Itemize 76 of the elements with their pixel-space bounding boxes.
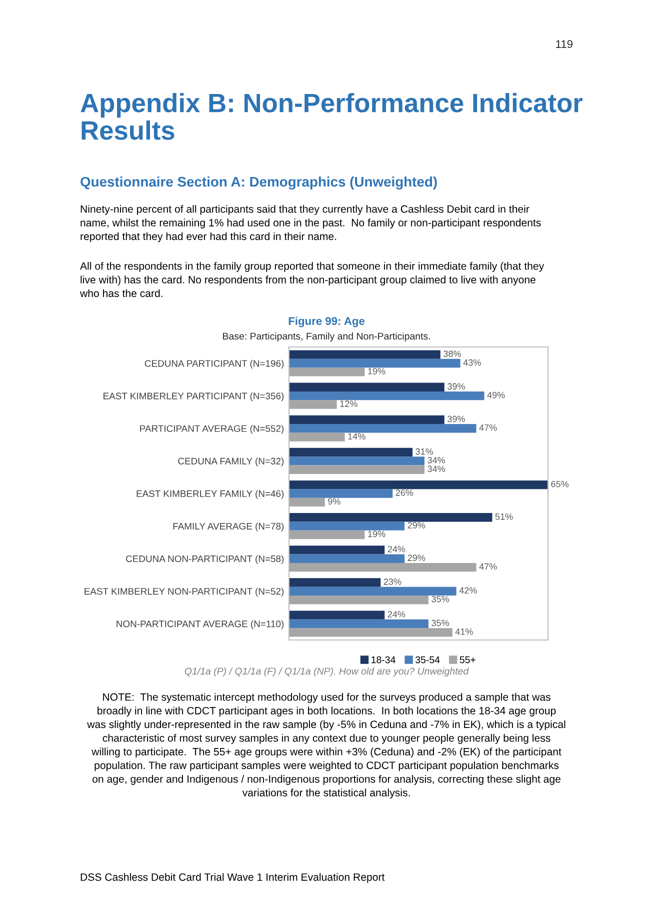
bar	[289, 619, 428, 628]
bar	[289, 448, 413, 457]
y-tick-label: EAST KIMBERLEY PARTICIPANT (N=356)	[104, 392, 284, 402]
text: Ninety-nine percent of all participants said that they currently have a Cashless Debit card in their name, whilst the remaining 1% had used one in the past. No family or non-participant respondents reported that they had ever had this card in their name.	[80, 205, 541, 242]
text: All of the respondents in the family group reported that someone in their immediate family (that they live with) has the card. No respondents from the non-participant group claimed to live with anyone who has the card.	[80, 262, 544, 298]
legend-label: 18-34	[372, 656, 396, 664]
text: Appendix B: Non-Performance Indicator Results	[80, 93, 583, 140]
bar	[289, 562, 476, 572]
data-label: 65%	[551, 480, 569, 488]
bar	[289, 400, 337, 409]
data-label: 26%	[396, 490, 414, 496]
data-label: 35%	[432, 596, 449, 602]
text: DSS Cashless Debit Card Trial Wave 1 Interim Evaluation Report	[80, 873, 385, 883]
data-label: 49%	[487, 392, 505, 398]
bar	[289, 530, 365, 540]
bar	[289, 368, 365, 376]
y-tick-label: EAST KIMBERLEY NON-PARTICIPANT (N=52)	[84, 588, 284, 597]
data-label: 42%	[459, 587, 477, 594]
bar	[289, 498, 325, 507]
data-label: 47%	[479, 563, 497, 570]
bar	[289, 432, 345, 442]
bar	[289, 546, 385, 554]
bar	[289, 480, 548, 490]
bar	[289, 628, 452, 637]
data-label: 39%	[448, 416, 465, 422]
y-tick-label: CEDUNA NON-PARTICIPANT (N=58)	[126, 555, 284, 564]
bar	[289, 358, 460, 368]
y-tick-label: EAST KIMBERLEY FAMILY (N=46)	[136, 490, 284, 499]
chart-subtitle: Base: Participants, Family and Non-Participants.	[223, 332, 430, 342]
y-tick-label: CEDUNA PARTICIPANT (N=196)	[144, 360, 284, 369]
data-label: 43%	[463, 359, 481, 366]
data-label: 24%	[388, 546, 406, 552]
data-label: 14%	[348, 433, 366, 440]
legend-label: 35-54	[415, 656, 440, 664]
bar	[289, 415, 444, 424]
bar	[289, 513, 492, 522]
bar	[289, 391, 484, 400]
bar	[289, 456, 424, 466]
y-tick-label: FAMILY AVERAGE (N=78)	[173, 522, 284, 532]
data-label: 23%	[384, 578, 402, 585]
data-label: 12%	[340, 400, 358, 407]
text: Q1/1a (P) / Q1/1a (F) / Q1/1a (NP). How old are you? Unweighted	[184, 667, 469, 677]
y-tick-label: CEDUNA FAMILY (N=32)	[178, 458, 284, 466]
data-label: 51%	[495, 513, 513, 520]
data-label: 38%	[444, 350, 461, 358]
bar	[289, 586, 456, 596]
bar	[289, 424, 476, 433]
bar	[289, 596, 428, 604]
y-tick-label: NON-PARTICIPANT AVERAGE (N=110)	[116, 620, 284, 630]
data-label: 19%	[368, 530, 386, 538]
text: NOTE: The systematic intercept methodology used for the surveys produced a sample that was broadly in line with CDCT participant ages in both locations. In both locations the 18-34 age group was slightly under-represented in the raw sample (by -5% in Ceduna and -7% in EK), which is a typical characteristic of most survey samples in any context due to younger people generally being less willing to participate. The 55+ age groups were within +3% (Ceduna) and -2% (EK) of the participant population. The raw participant samples were weighted to CDCT participant population benchmarks on age, gender and Indigenous / non-Indigenous proportions for analysis, correcting these slight age variations for the statistical analysis.	[87, 693, 566, 798]
data-label: 47%	[479, 424, 497, 431]
data-label: 39%	[448, 383, 465, 390]
legend-label: 55+	[460, 656, 476, 664]
data-label: 29%	[408, 554, 426, 562]
data-label: 31%	[416, 448, 434, 455]
text: 119	[556, 40, 572, 48]
data-label: 35%	[432, 620, 449, 626]
bar	[289, 522, 405, 530]
bar	[289, 554, 405, 563]
bar	[289, 610, 385, 620]
bar	[289, 382, 444, 392]
y-tick-label: PARTICIPANT AVERAGE (N=552)	[140, 424, 284, 434]
data-label: 24%	[388, 611, 406, 618]
bar	[289, 465, 424, 474]
data-label: 34%	[428, 466, 445, 472]
data-label: 41%	[455, 628, 473, 635]
data-label: 34%	[428, 456, 445, 464]
bar	[289, 578, 381, 587]
data-label: 9%	[328, 498, 340, 505]
bar	[289, 489, 393, 498]
text: Questionnaire Section A: Demographics (Unweighted)	[80, 176, 437, 190]
bar	[289, 350, 440, 359]
data-label: 29%	[408, 522, 426, 528]
data-label: 19%	[368, 368, 386, 374]
chart-title: Figure 99: Age	[288, 316, 365, 328]
